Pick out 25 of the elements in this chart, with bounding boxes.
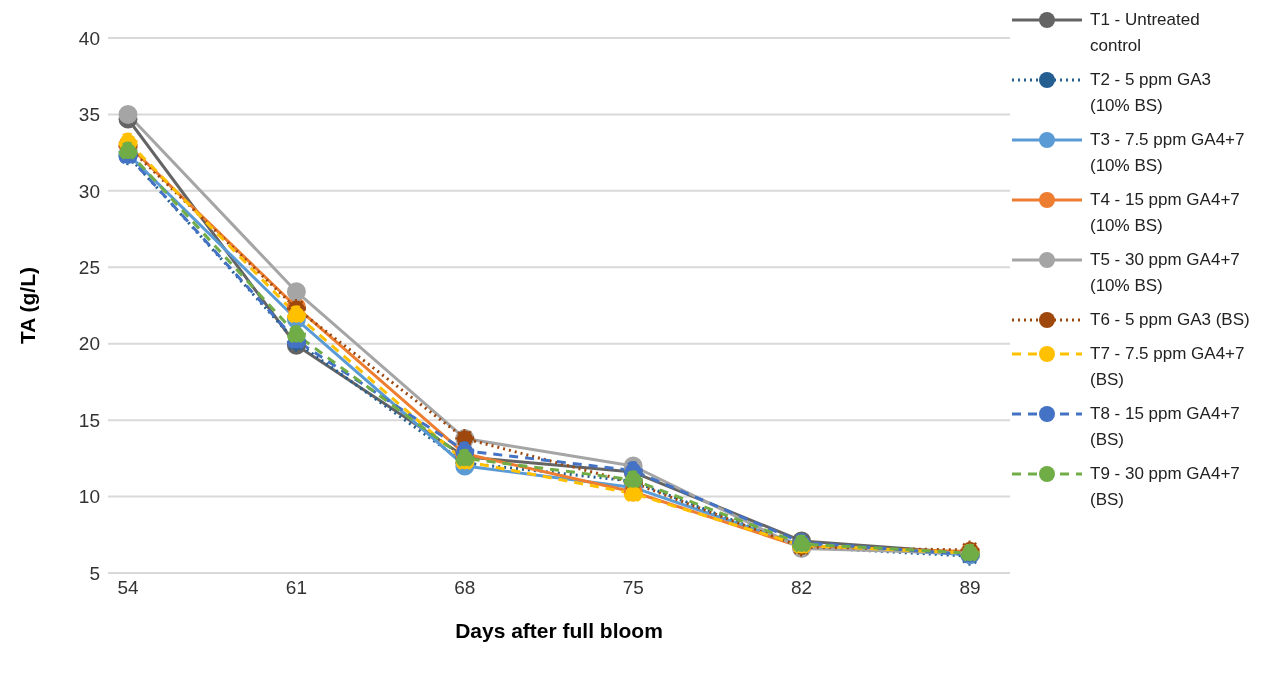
x-axis-title: Days after full bloom <box>455 619 663 642</box>
x-tick-label: 61 <box>285 577 307 599</box>
x-tick-label: 82 <box>791 577 813 599</box>
legend-label: T8 - 15 ppm GA4+7 (BS) <box>1090 403 1241 451</box>
y-tick-label: 35 <box>78 104 100 126</box>
y-tick-label: 40 <box>78 27 100 49</box>
x-tick-label: 89 <box>959 577 981 599</box>
y-tick-label: 20 <box>78 333 100 355</box>
legend-label: T3 - 7.5 ppm GA4+7 (10% BS) <box>1090 129 1246 177</box>
y-axis-title: TA (g/L) <box>16 267 40 344</box>
legend-label: T6 - 5 ppm GA3 (BS) <box>1090 309 1251 331</box>
y-tick-label: 25 <box>78 257 100 279</box>
y-tick-label: 5 <box>89 562 100 584</box>
legend-label: T2 - 5 ppm GA3 (10% BS) <box>1090 69 1212 117</box>
legend-label: T7 - 7.5 ppm GA4+7 (BS) <box>1090 343 1246 391</box>
y-tick-label: 30 <box>78 180 100 202</box>
legend-label: T9 - 30 ppm GA4+7 (BS) <box>1090 463 1241 511</box>
x-tick-label: 75 <box>622 577 644 599</box>
y-tick-label: 10 <box>78 486 100 508</box>
y-tick-label: 15 <box>78 409 100 431</box>
legend-label: T1 - Untreated control <box>1090 9 1201 57</box>
legend-label: T4 - 15 ppm GA4+7 (10% BS) <box>1090 189 1241 237</box>
legend-label: T5 - 30 ppm GA4+7 (10% BS) <box>1090 249 1241 297</box>
x-tick-label: 54 <box>117 577 139 599</box>
x-tick-label: 68 <box>454 577 476 599</box>
